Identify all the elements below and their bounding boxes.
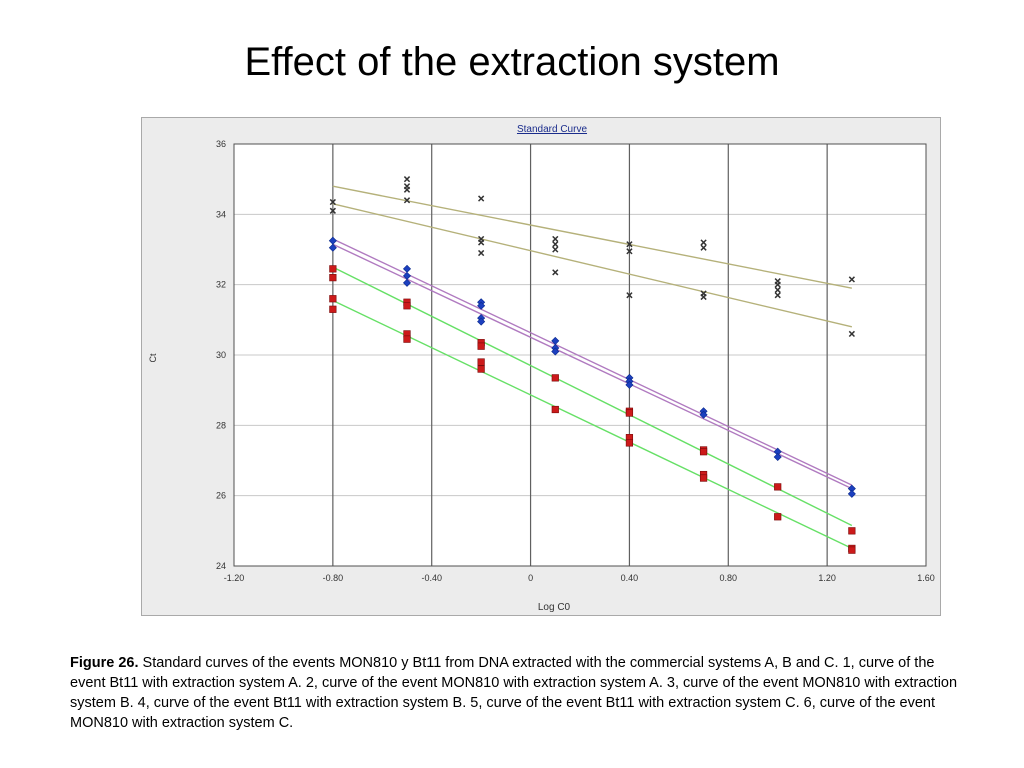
- chart-title: Standard Curve: [517, 124, 587, 135]
- x-tick-label: -1.20: [224, 573, 245, 583]
- x-marker-point: [329, 207, 336, 214]
- regression-lines: [332, 185, 853, 550]
- x-marker-point: [552, 241, 559, 248]
- grid: [234, 144, 926, 566]
- square-marker-point: [551, 405, 559, 414]
- green-regression-line: [332, 299, 853, 550]
- square-marker-point: [699, 474, 708, 482]
- square-marker-point: [848, 527, 856, 535]
- tick-labels: 24 26 28 30 32 34 36 -1.20 -0.80 -0.40 0 0.40 0.80 1.…: [216, 139, 935, 583]
- chart-panel: Standard Curve 24 26 28 30 32 34 36 -1.20 -0.80 -…: [141, 117, 941, 616]
- purple-regression-line: [332, 243, 853, 490]
- x-marker-point: [403, 176, 411, 183]
- x-marker-point: [774, 281, 781, 288]
- x-marker-point: [329, 198, 336, 206]
- y-tick-label: 26: [216, 491, 226, 501]
- x-tick-label: 1.60: [917, 573, 935, 583]
- y-tick-label: 32: [216, 280, 226, 290]
- x-marker-point: [626, 292, 633, 299]
- x-axis-label: Log C0: [538, 602, 571, 613]
- square-marker-point: [625, 409, 634, 417]
- y-tick-label: 24: [216, 561, 226, 571]
- plot-border: [233, 143, 927, 567]
- x-marker-point: [478, 195, 485, 202]
- caption-label: Figure 26.: [70, 655, 139, 671]
- x-marker-point: [774, 286, 781, 294]
- x-tick-label: -0.40: [421, 573, 442, 583]
- x-tick-label: 1.20: [818, 573, 836, 583]
- square-marker-point: [403, 302, 411, 310]
- x-marker-point: [552, 269, 559, 276]
- purple-regression-line: [332, 238, 853, 486]
- square-marker-point: [329, 274, 337, 282]
- square-marker-point: [477, 342, 485, 350]
- green-regression-line: [332, 266, 853, 527]
- square-marker-point: [329, 305, 337, 313]
- x-marker-point: [403, 197, 411, 204]
- y-axis-label: Ct: [148, 353, 158, 362]
- standard-curve-chart: Standard Curve 24 26 28 30 32 34 36 -1.20 -0.80 -…: [148, 124, 935, 613]
- square-marker-point: [848, 546, 856, 554]
- olive-regression-line: [332, 203, 853, 328]
- diamond-marker-point: [773, 452, 782, 462]
- square-marker-point: [774, 483, 782, 491]
- x-marker-point: [626, 241, 633, 248]
- diamond-marker-point: [625, 380, 634, 389]
- square-marker-point: [477, 358, 485, 366]
- square-marker-point: [699, 448, 708, 456]
- slide-title: Effect of the extraction system: [244, 40, 780, 84]
- diamond-marker-point: [847, 489, 856, 498]
- x-tick-label: 0: [528, 573, 533, 583]
- x-marker-point: [552, 235, 559, 243]
- square-marker-point: [477, 365, 485, 373]
- x-marker-point: [478, 249, 485, 257]
- square-marker-point: [329, 295, 337, 303]
- diamond-marker-point: [402, 278, 412, 287]
- y-tick-label: 28: [216, 420, 226, 430]
- square-marker-point: [551, 374, 559, 382]
- x-tick-label: -0.80: [323, 573, 344, 583]
- y-tick-label: 30: [216, 350, 226, 360]
- diamond-marker-point: [551, 347, 560, 356]
- diamond-marker-point: [328, 243, 337, 252]
- x-tick-label: 0.40: [621, 573, 639, 583]
- x-marker-point: [848, 276, 855, 283]
- square-marker-point: [403, 335, 411, 343]
- x-marker-point: [700, 239, 707, 246]
- olive-regression-line: [332, 185, 852, 289]
- x-marker-point: [626, 248, 633, 255]
- x-marker-point: [700, 293, 707, 301]
- x-tick-label: 0.80: [720, 573, 738, 583]
- square-marker-point: [774, 513, 782, 521]
- x-marker-point: [403, 186, 411, 193]
- data-points: [328, 176, 856, 554]
- x-marker-point: [478, 239, 485, 246]
- diamond-marker-point: [699, 410, 708, 419]
- caption-text: Standard curves of the events MON810 y B…: [70, 655, 958, 731]
- x-marker-point: [848, 330, 855, 338]
- x-marker-point: [552, 246, 559, 253]
- diamond-marker-point: [477, 301, 486, 310]
- x-marker-point: [774, 292, 781, 299]
- diamond-marker-point: [477, 317, 486, 326]
- y-tick-label: 36: [216, 139, 226, 149]
- square-marker-point: [329, 265, 337, 273]
- x-marker-point: [700, 244, 707, 251]
- figure-caption: Figure 26. Standard curves of the events…: [70, 653, 965, 733]
- square-marker-point: [625, 439, 634, 447]
- y-tick-label: 34: [216, 209, 226, 219]
